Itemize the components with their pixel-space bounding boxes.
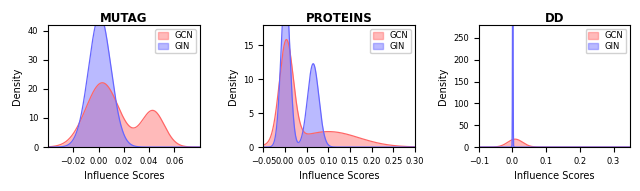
Legend: GCN, GIN: GCN, GIN — [586, 29, 626, 53]
Y-axis label: Density: Density — [12, 67, 22, 105]
X-axis label: Influence Scores: Influence Scores — [84, 171, 164, 181]
Legend: GCN, GIN: GCN, GIN — [371, 29, 411, 53]
X-axis label: Influence Scores: Influence Scores — [515, 171, 595, 181]
Title: PROTEINS: PROTEINS — [306, 12, 372, 25]
Title: MUTAG: MUTAG — [100, 12, 148, 25]
Y-axis label: Density: Density — [228, 67, 237, 105]
X-axis label: Influence Scores: Influence Scores — [299, 171, 380, 181]
Title: DD: DD — [545, 12, 564, 25]
Y-axis label: Density: Density — [438, 67, 448, 105]
Legend: GCN, GIN: GCN, GIN — [155, 29, 195, 53]
